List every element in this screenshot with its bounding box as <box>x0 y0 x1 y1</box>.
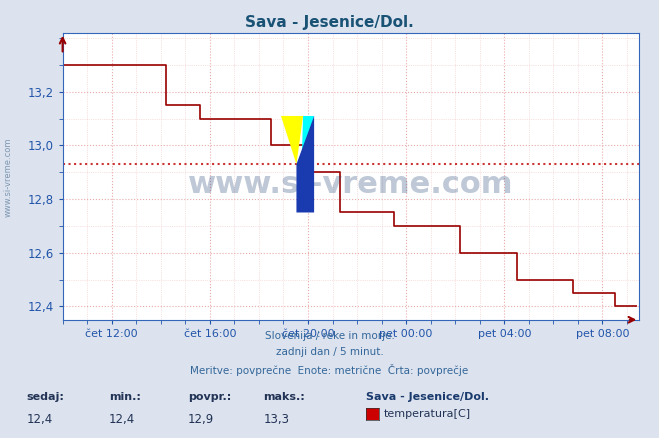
Text: povpr.:: povpr.: <box>188 392 231 402</box>
Text: 12,4: 12,4 <box>109 413 135 426</box>
Text: Sava - Jesenice/Dol.: Sava - Jesenice/Dol. <box>245 15 414 30</box>
Text: Sava - Jesenice/Dol.: Sava - Jesenice/Dol. <box>366 392 489 402</box>
Polygon shape <box>297 116 314 212</box>
Text: Slovenija / reke in morje.: Slovenija / reke in morje. <box>264 331 395 341</box>
Text: min.:: min.: <box>109 392 140 402</box>
Text: 12,4: 12,4 <box>26 413 53 426</box>
Text: sedaj:: sedaj: <box>26 392 64 402</box>
Text: zadnji dan / 5 minut.: zadnji dan / 5 minut. <box>275 347 384 357</box>
Polygon shape <box>301 116 314 188</box>
Text: www.si-vreme.com: www.si-vreme.com <box>3 138 13 217</box>
Text: 12,9: 12,9 <box>188 413 214 426</box>
Polygon shape <box>281 116 303 164</box>
Text: maks.:: maks.: <box>264 392 305 402</box>
Text: temperatura[C]: temperatura[C] <box>384 410 471 419</box>
Text: 13,3: 13,3 <box>264 413 289 426</box>
Text: Meritve: povprečne  Enote: metrične  Črta: povprečje: Meritve: povprečne Enote: metrične Črta:… <box>190 364 469 376</box>
Text: www.si-vreme.com: www.si-vreme.com <box>188 170 513 199</box>
